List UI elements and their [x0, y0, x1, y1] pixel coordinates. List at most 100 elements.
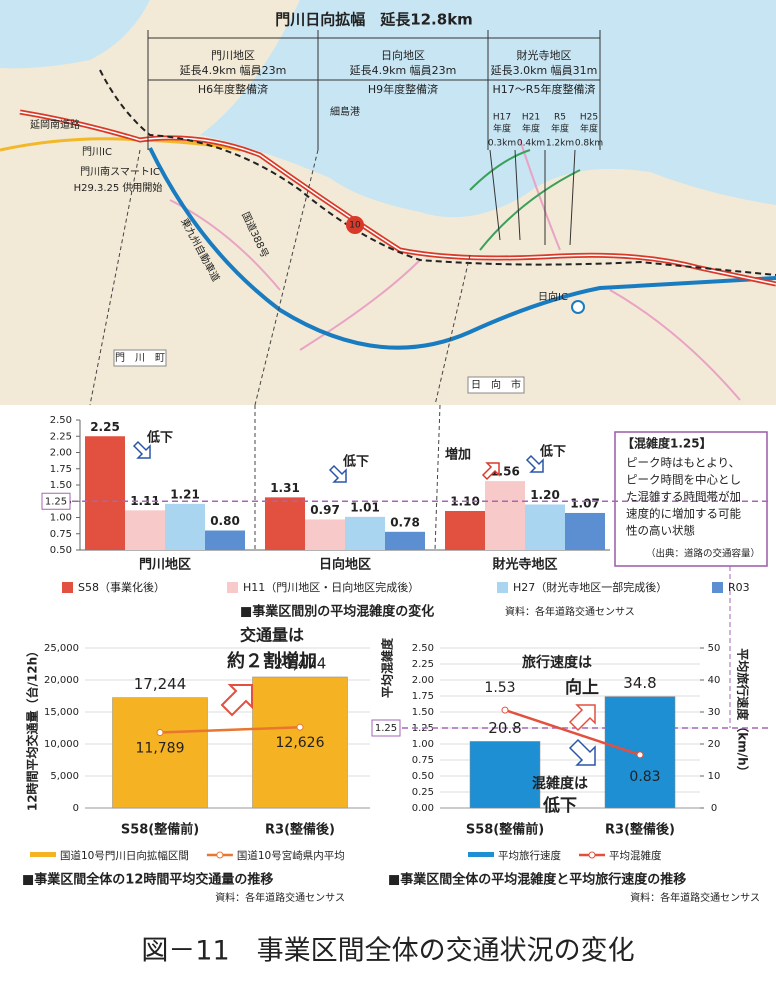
note-line: ピーク時間を中心とし	[626, 473, 741, 487]
value-label: 1.07	[570, 496, 600, 510]
bar	[385, 531, 425, 550]
phase-length: 0.4km	[517, 139, 545, 149]
note-source: （出典：道路の交通容量）	[646, 548, 760, 560]
y-tick-label: 0.00	[412, 803, 434, 814]
interchange	[571, 300, 585, 314]
value-label: 1.20	[530, 488, 560, 502]
bar	[565, 512, 605, 550]
legend-label: 国道10号宮崎県内平均	[237, 849, 345, 862]
chart-title: ■事業区間全体の平均混雑度と平均旅行速度の推移	[388, 872, 686, 888]
phase-unit: 年度	[522, 123, 540, 135]
y2-tick-label: 40	[708, 675, 721, 686]
ref-box	[371, 719, 401, 737]
bar	[112, 697, 208, 809]
y-tick-label: 1.00	[50, 513, 72, 524]
map-label: H29.3.25 供用開始	[74, 181, 163, 194]
map-label: 細島港	[330, 105, 360, 118]
local-road	[169, 139, 741, 401]
annotation: 低下	[146, 430, 173, 446]
annotation: 交通量は	[240, 626, 304, 645]
legend-marker	[588, 851, 596, 859]
bar	[85, 436, 125, 550]
note-line: ピーク時はもとより、	[626, 456, 740, 470]
section-year: H6年度整備済	[198, 82, 268, 96]
route-10-inner	[19, 111, 776, 285]
x-tick-label: S58(整備前)	[121, 822, 199, 838]
legend-swatch	[712, 582, 723, 593]
prefectural-road	[469, 149, 581, 251]
y-tick-label: 25,000	[44, 643, 79, 654]
note-line: た混雑する時間帯が加	[626, 490, 741, 504]
y2-tick-label: 50	[708, 643, 721, 654]
legend-swatch	[227, 582, 238, 593]
y-tick-label: 1.00	[412, 739, 434, 750]
annotation: 低下	[542, 795, 577, 816]
legend-swatch	[30, 852, 56, 857]
phase-era: R5	[554, 113, 566, 123]
phase-era: H25	[580, 113, 598, 123]
annotation: 約２割増加	[227, 650, 317, 672]
annotation: 向上	[565, 677, 599, 698]
value-label: 34.8	[623, 674, 656, 692]
legend-label: H11（門川地区・日向地区完成後）	[243, 580, 419, 594]
value-label: 20.8	[488, 719, 521, 737]
bar	[205, 530, 245, 550]
y-axis-label: 12時間平均交通量（台/12h）	[25, 645, 40, 811]
value-label: 11,789	[136, 741, 185, 757]
y-tick-label: 20,000	[44, 675, 79, 686]
y-tick-label: 0.75	[412, 755, 434, 766]
bar	[252, 676, 348, 809]
bar	[469, 741, 541, 809]
y2-tick-label: 10	[708, 771, 721, 782]
section-year: H17～R5年度整備済	[493, 82, 596, 96]
annotation: 旅行速度は	[522, 654, 592, 671]
x-tick-label: 日向地区	[319, 557, 371, 573]
value-label: 1.53	[484, 680, 515, 696]
phase-era: H17	[493, 113, 511, 123]
arrow	[132, 440, 151, 459]
arrow	[220, 684, 253, 717]
y2-tick-label: 20	[708, 739, 721, 750]
map-label: 門川IC	[82, 146, 112, 158]
value-label: 0.97	[310, 503, 340, 517]
arrow	[328, 464, 347, 483]
section-name: 財光寺地区	[517, 48, 572, 62]
legend-label: S58（事業化後）	[78, 580, 165, 594]
y-tick-label: 10,000	[44, 739, 79, 750]
value-label: 20,474	[274, 654, 327, 672]
y2-tick-label: 0	[711, 803, 717, 814]
y-tick-label: 2.00	[50, 448, 72, 459]
x-tick-label: R3(整備後)	[605, 822, 675, 838]
leader-lines	[89, 149, 471, 406]
arrow	[525, 454, 544, 473]
map-title: 門川日向拡幅 延長12.8km	[275, 11, 473, 29]
ref-label: 1.25	[45, 496, 67, 507]
legend-label: 平均旅行速度	[498, 849, 561, 862]
y2-axis-label: 平均旅行速度（km/h）	[736, 648, 751, 777]
note-line: 性の高い状態	[626, 524, 695, 538]
bar	[345, 516, 385, 550]
value-label: 1.21	[170, 487, 200, 501]
leader-line	[434, 404, 441, 551]
line	[159, 725, 301, 734]
dimension-lines	[147, 30, 601, 246]
arrow	[481, 462, 500, 481]
caption: 図－11 事業区間全体の交通状況の変化	[141, 936, 634, 967]
value-label: 17,244	[134, 675, 187, 693]
note-title: 【混雑度1.25】	[622, 436, 712, 451]
railway	[99, 69, 776, 276]
y-tick-label: 15,000	[44, 707, 79, 718]
bar	[165, 503, 205, 550]
x-tick-label: S58(整備前)	[466, 822, 544, 838]
y-tick-label: 5,000	[50, 771, 79, 782]
x-tick-label: 財光寺地区	[491, 557, 557, 573]
y-tick-label: 0.50	[412, 771, 434, 782]
y-tick-label: 2.50	[50, 415, 72, 426]
sea	[0, 0, 150, 69]
bar	[265, 497, 305, 550]
value-label: 1.31	[270, 481, 300, 495]
y2-tick-label: 30	[708, 707, 721, 718]
section-spec: 延長4.9km 幅員23m	[350, 64, 457, 77]
legend-label: H27（財光寺地区一部完成後）	[513, 580, 667, 594]
